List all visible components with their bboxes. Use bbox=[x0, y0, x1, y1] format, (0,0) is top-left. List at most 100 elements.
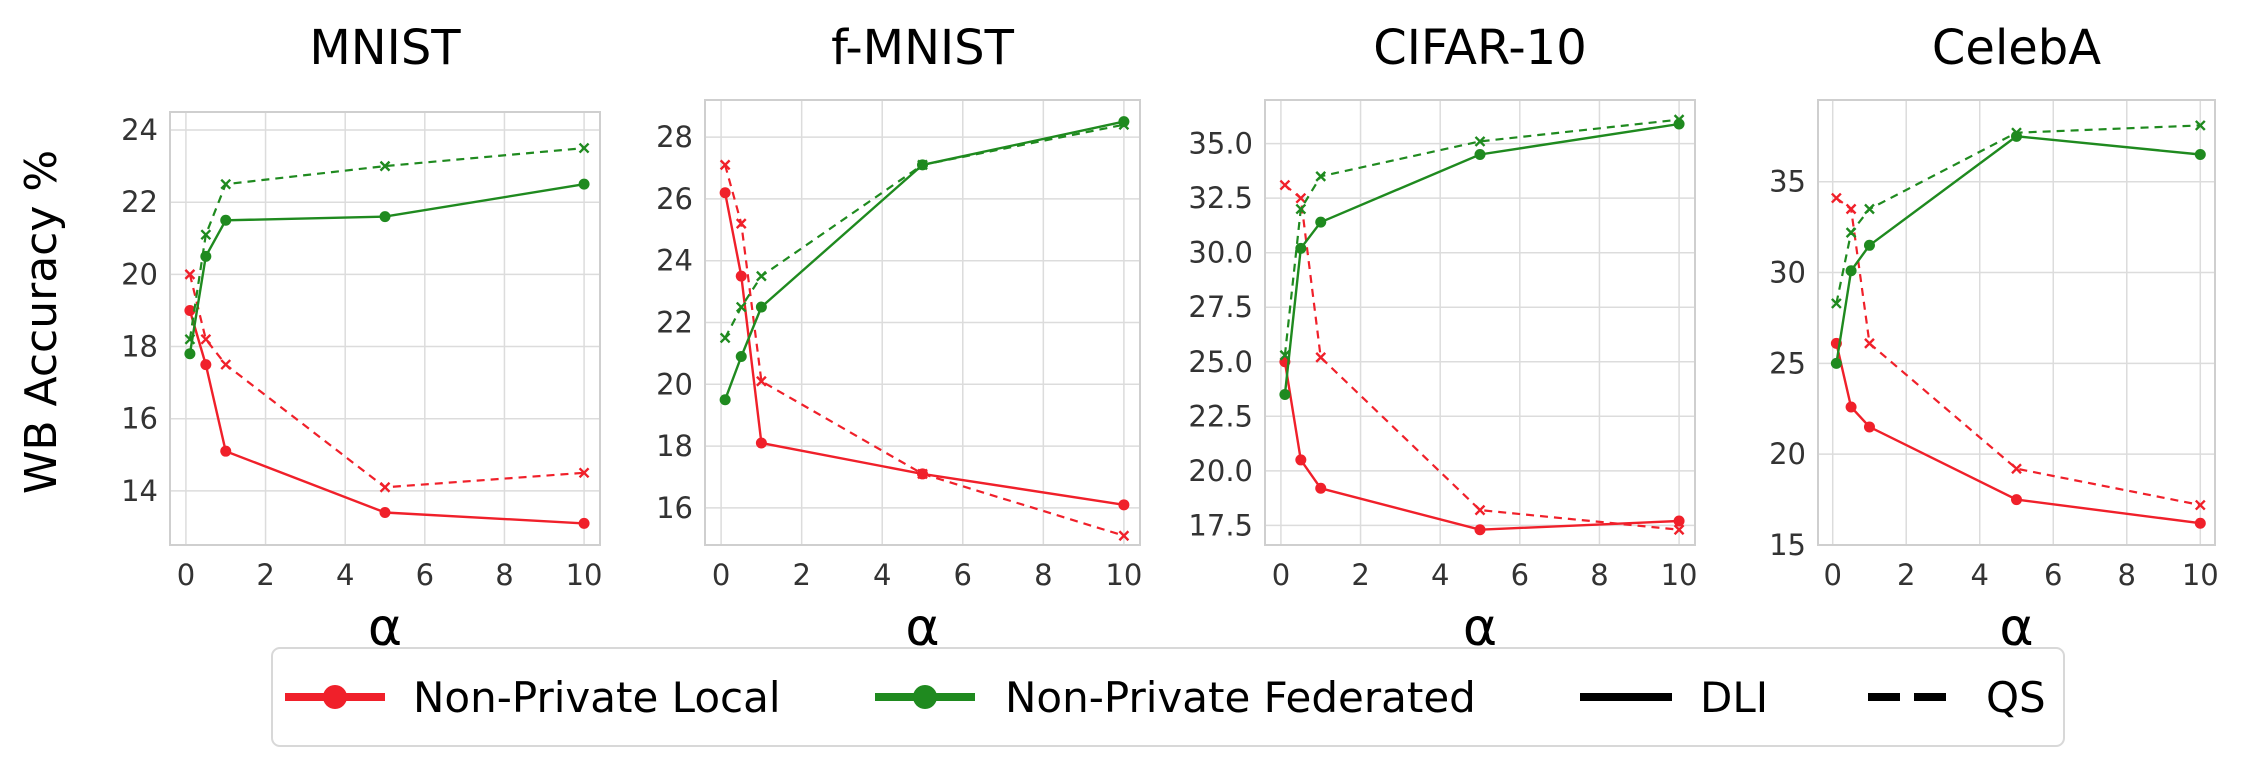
series-line-non-private-local-qs bbox=[188, 274, 585, 489]
x-tick-label: 6 bbox=[416, 558, 434, 592]
data-point-x-marker bbox=[1118, 119, 1130, 131]
data-point-dot-marker bbox=[1474, 149, 1486, 161]
data-point-x-marker bbox=[1315, 352, 1327, 363]
series-line-non-private-local-qs bbox=[1284, 184, 1680, 531]
y-tick-label: 14 bbox=[121, 474, 158, 508]
series-line-non-private-federated-qs bbox=[724, 123, 1125, 339]
y-tick-label: 27.5 bbox=[1188, 290, 1253, 324]
y-axis-label: WB Accuracy % bbox=[16, 150, 67, 494]
y-tick-label: 25 bbox=[1769, 346, 1806, 380]
legend-box bbox=[271, 647, 2065, 747]
x-tick-label: 2 bbox=[256, 558, 274, 592]
data-point-dot-marker bbox=[1315, 482, 1327, 494]
x-tick-label: 0 bbox=[712, 558, 730, 592]
x-tick-label: 10 bbox=[2182, 558, 2219, 592]
data-point-x-marker bbox=[379, 481, 391, 493]
plot-frame bbox=[704, 99, 1141, 546]
legend-label: QS bbox=[1986, 673, 2046, 722]
y-tick-label: 32.5 bbox=[1188, 181, 1253, 215]
data-point-dot-marker bbox=[755, 437, 767, 449]
data-point-dot-marker bbox=[755, 301, 767, 313]
y-tick-label: 16 bbox=[121, 402, 158, 436]
x-tick-label: 8 bbox=[1590, 558, 1608, 592]
y-tick-label: 24 bbox=[121, 113, 158, 147]
y-tick-label: 18 bbox=[656, 429, 693, 463]
x-tick-label: 4 bbox=[873, 558, 891, 592]
data-point-x-marker bbox=[1831, 298, 1842, 309]
data-point-x-marker bbox=[719, 332, 731, 344]
data-point-x-marker bbox=[1295, 192, 1307, 204]
series-line-non-private-local-qs bbox=[724, 164, 1125, 537]
series-line-non-private-federated-dli bbox=[188, 183, 585, 354]
data-point-dot-marker bbox=[184, 348, 196, 360]
data-point-x-marker bbox=[756, 270, 767, 282]
data-point-x-marker bbox=[2194, 120, 2206, 131]
data-point-x-marker bbox=[719, 159, 731, 171]
data-point-dot-marker bbox=[200, 250, 212, 262]
x-tick-label: 4 bbox=[1431, 558, 1449, 592]
data-point-dot-marker bbox=[1673, 515, 1685, 527]
data-point-x-marker bbox=[1315, 170, 1327, 182]
data-point-x-marker bbox=[735, 301, 747, 313]
y-tick-label: 20 bbox=[1769, 437, 1806, 471]
data-point-x-marker bbox=[1864, 338, 1875, 349]
series-line-non-private-federated-dli bbox=[1835, 135, 2201, 364]
x-tick-label: 8 bbox=[1034, 558, 1052, 592]
data-point-x-marker bbox=[1279, 179, 1291, 191]
data-point-x-marker bbox=[1673, 114, 1685, 125]
y-tick-label: 22 bbox=[656, 306, 693, 340]
data-point-dot-marker bbox=[2194, 517, 2206, 529]
y-tick-label: 35 bbox=[1769, 165, 1806, 199]
x-tick-label: 10 bbox=[566, 558, 603, 592]
y-tick-label: 15 bbox=[1769, 528, 1806, 562]
series-line-non-private-local-dli bbox=[723, 192, 1125, 506]
y-tick-label: 22 bbox=[121, 185, 158, 219]
x-tick-label: 0 bbox=[1272, 558, 1290, 592]
legend-marker bbox=[913, 685, 937, 709]
data-point-dot-marker bbox=[1315, 216, 1327, 228]
y-tick-label: 17.5 bbox=[1188, 508, 1253, 542]
x-tick-label: 0 bbox=[1823, 558, 1841, 592]
subplot-3: CIFAR-10 0 2 4 6 8 10 17.5 20.0 22.5 25.0 27.5 30.0 3… bbox=[1188, 20, 1697, 658]
data-point-x-marker bbox=[578, 467, 590, 479]
plot-frame bbox=[169, 111, 601, 546]
plot-frame bbox=[1264, 99, 1696, 546]
data-point-dot-marker bbox=[578, 517, 590, 529]
series-line-non-private-federated-dli bbox=[1283, 122, 1680, 395]
subplot-title: CelebA bbox=[1932, 20, 2101, 76]
legend-marker bbox=[323, 685, 347, 709]
series-line-non-private-federated-qs bbox=[1835, 124, 2201, 304]
legend-label: Non-Private Federated bbox=[1005, 673, 1476, 722]
y-tick-label: 16 bbox=[656, 491, 693, 525]
x-tick-label: 4 bbox=[1971, 558, 1989, 592]
data-point-x-marker bbox=[917, 159, 928, 171]
plot-frame bbox=[1817, 99, 2216, 546]
data-point-dot-marker bbox=[1118, 116, 1130, 128]
data-point-x-marker bbox=[1831, 192, 1842, 204]
data-point-dot-marker bbox=[220, 445, 232, 457]
y-tick-label: 20 bbox=[656, 367, 693, 401]
data-point-x-marker bbox=[1295, 203, 1307, 215]
data-point-x-marker bbox=[2011, 127, 2022, 139]
data-point-x-marker bbox=[1118, 530, 1130, 542]
legend: Non-Private Local Non-Private Federated DL… bbox=[271, 647, 2065, 747]
data-point-dot-marker bbox=[1118, 499, 1130, 511]
y-tick-label: 22.5 bbox=[1188, 399, 1253, 433]
data-point-x-marker bbox=[1474, 504, 1486, 516]
data-point-dot-marker bbox=[578, 178, 590, 190]
data-point-x-marker bbox=[220, 359, 232, 370]
x-tick-label: 2 bbox=[792, 558, 810, 592]
series-line-non-private-federated-qs bbox=[188, 147, 585, 340]
x-tick-label: 0 bbox=[177, 558, 195, 592]
data-point-dot-marker bbox=[1863, 421, 1875, 433]
y-tick-label: 25.0 bbox=[1188, 345, 1253, 379]
data-point-dot-marker bbox=[1295, 454, 1307, 466]
data-point-x-marker bbox=[220, 178, 232, 190]
data-point-x-marker bbox=[1474, 136, 1486, 147]
data-point-dot-marker bbox=[1845, 401, 1857, 413]
data-point-x-marker bbox=[200, 333, 212, 345]
data-point-dot-marker bbox=[2194, 148, 2206, 160]
data-point-dot-marker bbox=[1863, 239, 1875, 251]
